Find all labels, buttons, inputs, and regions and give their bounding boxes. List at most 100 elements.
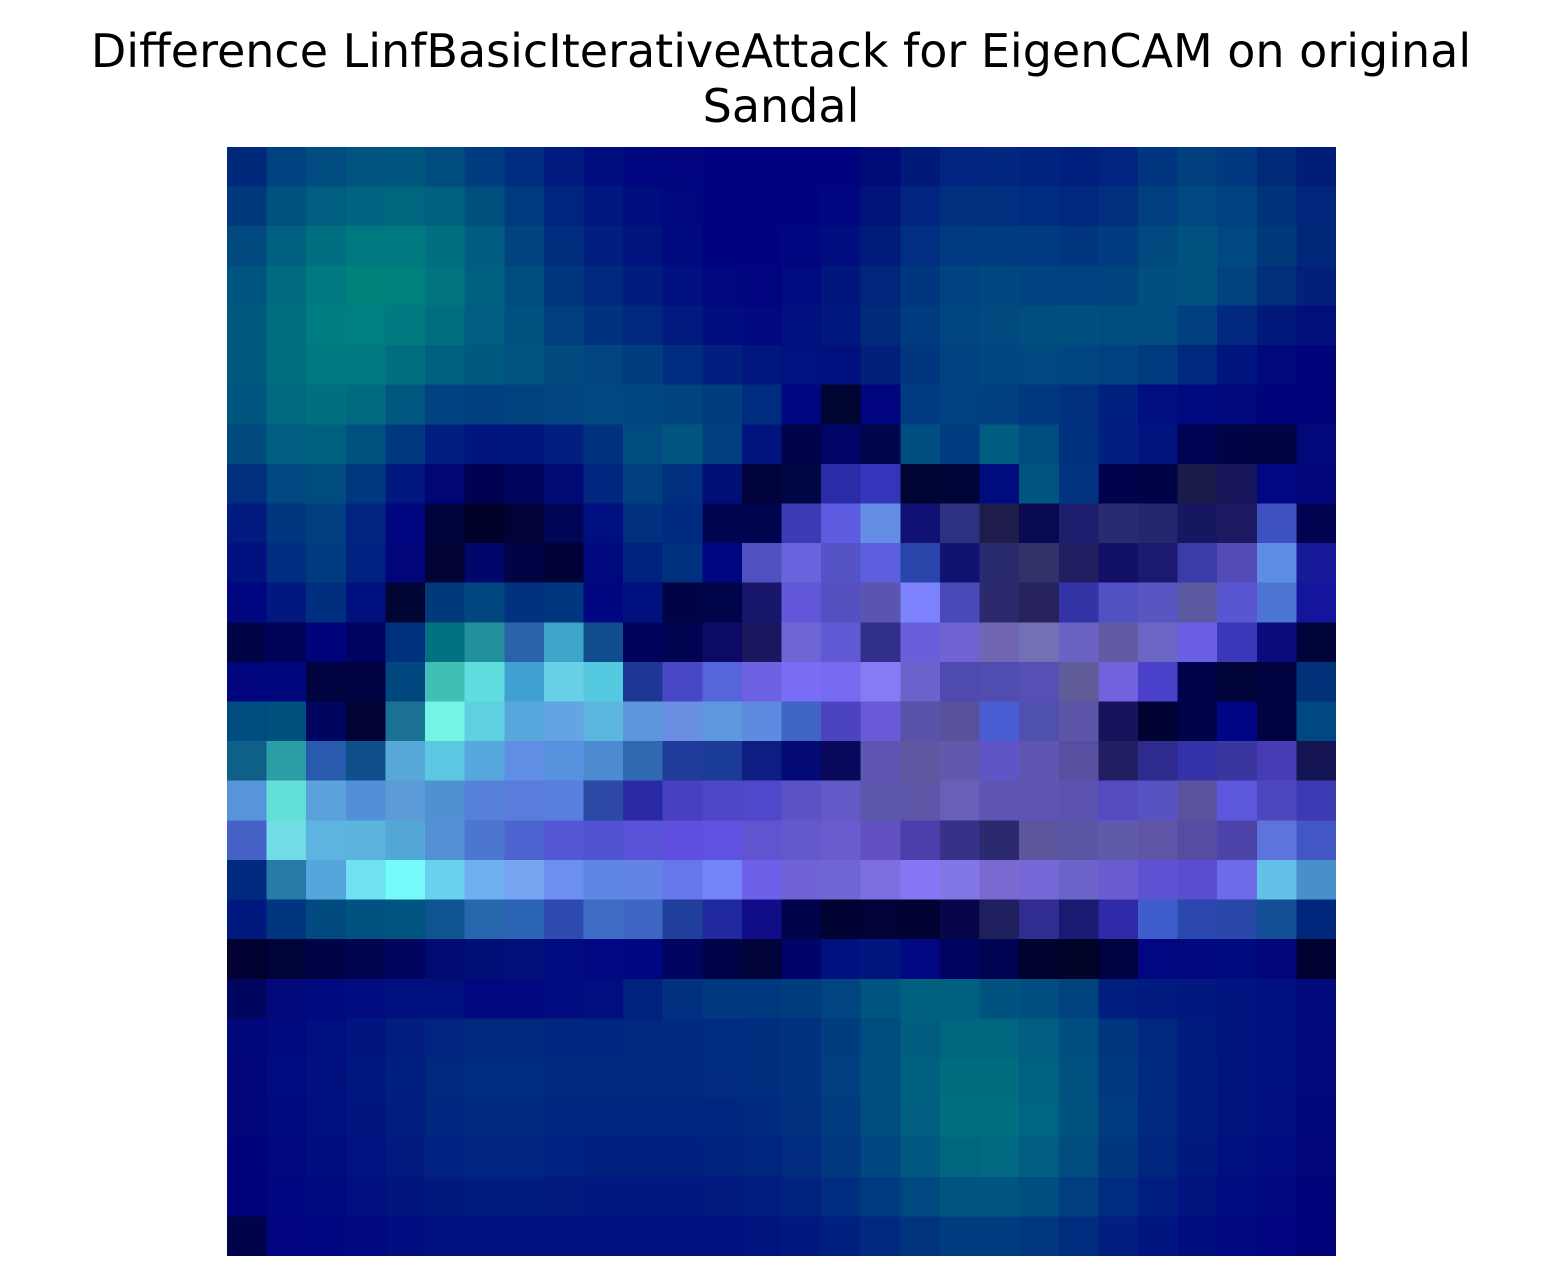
heatmap-cell [425,661,466,703]
heatmap-cell [1098,661,1139,703]
heatmap-cell [702,741,743,782]
heatmap-cell [464,305,505,346]
heatmap-cell [464,780,505,821]
heatmap-cell [623,463,664,505]
heatmap-cell [1019,780,1060,821]
heatmap-cell [345,661,387,703]
heatmap-cell [1137,1216,1179,1256]
heatmap-cell [583,622,624,663]
heatmap-cell [266,1216,307,1256]
heatmap-cell [227,543,268,584]
heatmap-cell [662,780,703,821]
heatmap-cell [385,463,426,505]
heatmap-cell [1256,265,1297,307]
heatmap-cell [583,424,624,465]
heatmap-cell [306,741,347,782]
heatmap-cell [1137,622,1179,663]
heatmap-cell [345,147,387,188]
heatmap-cell [821,978,862,1019]
heatmap-cell [1296,661,1336,703]
heatmap-cell [900,939,941,980]
heatmap-cell [464,1057,505,1099]
heatmap-cell [1256,622,1297,663]
heatmap-cell [345,939,387,980]
heatmap-cell [702,820,743,861]
heatmap-cell [623,582,664,623]
heatmap-cell [702,622,743,663]
heatmap-cell [741,820,783,861]
heatmap-cell [900,1057,941,1099]
heatmap-cell [583,265,624,307]
heatmap-cell [385,226,426,267]
heatmap-cell [227,899,268,940]
heatmap-cell [1296,147,1336,188]
heatmap-cell [1137,226,1179,267]
heatmap-cell [860,463,901,505]
heatmap-cell [1137,1097,1179,1138]
heatmap-cell [345,1176,387,1217]
heatmap-cell [345,503,387,544]
heatmap-cell [1098,978,1139,1019]
heatmap-cell [345,1216,387,1256]
heatmap-cell [543,899,585,940]
heatmap-cell [227,424,268,465]
heatmap-cell [227,463,268,505]
heatmap-cell [1217,384,1258,425]
heatmap-cell [1058,1137,1099,1178]
heatmap-cell [425,424,466,465]
heatmap-cell [623,226,664,267]
heatmap-cell [1058,1057,1099,1099]
heatmap-cell [781,1057,822,1099]
heatmap-cell [1296,701,1336,742]
heatmap-cell [781,1097,822,1138]
heatmap-cell [702,939,743,980]
heatmap-cell [1019,503,1060,544]
heatmap-cell [1137,424,1179,465]
heatmap-cell [662,1176,703,1217]
heatmap-cell [821,147,862,188]
heatmap-cell [1256,1097,1297,1138]
heatmap-cell [702,226,743,267]
heatmap-cell [1058,384,1099,425]
heatmap-cell [1217,1097,1258,1138]
heatmap-cell [1177,186,1218,227]
heatmap-cell [345,899,387,940]
heatmap-cell [1296,780,1336,821]
heatmap-cell [662,1097,703,1138]
heatmap-cell [227,345,268,386]
heatmap-cell [1137,741,1179,782]
heatmap-cell [781,226,822,267]
heatmap-cell [1217,265,1258,307]
heatmap-cell [1296,384,1336,425]
heatmap-cell [741,384,783,425]
heatmap-cell [623,780,664,821]
heatmap-cell [939,582,981,623]
heatmap-cell [583,543,624,584]
heatmap-cell [385,741,426,782]
heatmap-cell [1019,622,1060,663]
heatmap-cell [741,1176,783,1217]
heatmap-cell [860,939,901,980]
heatmap-cell [583,503,624,544]
heatmap-cell [1137,305,1179,346]
heatmap-cell [781,463,822,505]
heatmap-cell [939,741,981,782]
heatmap-cell [583,463,624,505]
heatmap-cell [1256,661,1297,703]
heatmap-cell [979,1216,1020,1256]
heatmap-cell [979,978,1020,1019]
heatmap-cell [583,1018,624,1059]
heatmap-cell [1058,582,1099,623]
heatmap-cell [662,859,703,901]
heatmap-cell [741,1018,783,1059]
heatmap-cell [345,424,387,465]
heatmap-cell [821,384,862,425]
heatmap-cell [345,582,387,623]
heatmap-cell [464,424,505,465]
heatmap-cell [979,939,1020,980]
heatmap-cell [1098,305,1139,346]
heatmap-cell [860,424,901,465]
heatmap-cell [821,345,862,386]
heatmap-cell [662,939,703,980]
heatmap-cell [1098,780,1139,821]
